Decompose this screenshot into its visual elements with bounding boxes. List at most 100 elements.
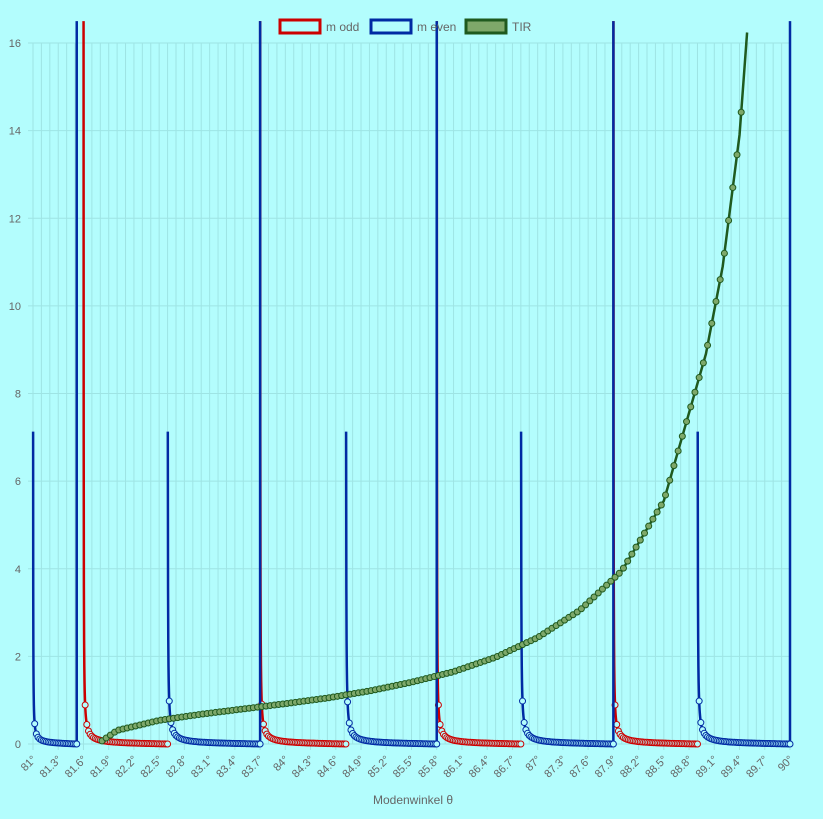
m-even-point bbox=[695, 697, 703, 705]
tir-point bbox=[725, 216, 733, 224]
x-tick-label: 83.7° bbox=[239, 754, 266, 781]
x-tick-label: 86.1° bbox=[441, 754, 468, 781]
legend-item-m-even[interactable]: m even bbox=[369, 18, 456, 35]
x-tick-label: 84.3° bbox=[290, 754, 317, 781]
tir-point bbox=[645, 522, 653, 530]
legend-label: TIR bbox=[512, 20, 532, 34]
tir-point bbox=[619, 564, 627, 572]
tir-point bbox=[640, 529, 648, 537]
m-even-point bbox=[256, 740, 264, 748]
m-odd-line bbox=[258, 21, 346, 746]
tir-point bbox=[716, 276, 724, 284]
tir-point bbox=[657, 501, 665, 509]
y-tick-label: 2 bbox=[15, 651, 21, 663]
tir-point bbox=[733, 151, 741, 159]
x-tick-label: 87.9° bbox=[593, 754, 620, 781]
m-even-point bbox=[73, 740, 81, 748]
legend-swatch bbox=[278, 18, 322, 35]
legend-label: m even bbox=[417, 20, 456, 34]
x-tick-label: 89.7° bbox=[744, 754, 771, 781]
x-tick-label: 81° bbox=[19, 754, 39, 774]
legend[interactable]: m odd m even TIR bbox=[278, 18, 532, 35]
legend-swatch bbox=[369, 18, 413, 35]
tir-point bbox=[615, 569, 623, 577]
x-tick-label: 82.5° bbox=[139, 754, 166, 781]
y-tick-label: 0 bbox=[15, 739, 21, 751]
m-even-line bbox=[344, 21, 438, 746]
x-tick-label: 82.8° bbox=[164, 754, 191, 781]
tir-point bbox=[653, 508, 661, 516]
legend-swatch bbox=[464, 18, 508, 35]
tir-point bbox=[594, 589, 602, 597]
y-tick-label: 4 bbox=[15, 564, 21, 576]
x-tick-label: 84° bbox=[271, 754, 291, 774]
tir-point bbox=[598, 585, 606, 593]
tir-point bbox=[678, 432, 686, 440]
tir-point bbox=[687, 403, 695, 411]
x-tick-label: 81.6° bbox=[63, 754, 90, 781]
m-even-point bbox=[344, 698, 352, 706]
x-axis-tick-labels: 81°81.3°81.6°81.9°82.2°82.5°82.8°83.1°83… bbox=[19, 754, 796, 781]
y-tick-label: 16 bbox=[9, 38, 21, 50]
tir-point bbox=[729, 184, 737, 192]
x-tick-label: 85.2° bbox=[366, 754, 393, 781]
x-tick-label: 83.4° bbox=[214, 754, 241, 781]
legend-item-m-odd[interactable]: m odd bbox=[278, 18, 359, 35]
series-lines bbox=[31, 21, 794, 748]
x-tick-label: 81.9° bbox=[88, 754, 115, 781]
x-tick-label: 86.7° bbox=[492, 754, 519, 781]
y-tick-label: 8 bbox=[15, 389, 21, 401]
x-tick-label: 84.9° bbox=[340, 754, 367, 781]
m-even-line bbox=[166, 21, 262, 746]
legend-label: m odd bbox=[326, 20, 359, 34]
m-odd-point bbox=[517, 740, 525, 748]
x-tick-label: 85.5° bbox=[391, 754, 418, 781]
m-even-point bbox=[786, 740, 794, 748]
tir-point bbox=[670, 462, 678, 470]
tir-point bbox=[695, 374, 703, 382]
legend-item-tir[interactable]: TIR bbox=[464, 18, 532, 35]
y-axis-tick-labels: 0 2 4 6 8 10 12 14 16 bbox=[9, 38, 21, 751]
y-tick-label: 10 bbox=[9, 301, 21, 313]
y-tick-label: 14 bbox=[9, 126, 21, 138]
x-tick-label: 88.5° bbox=[643, 754, 670, 781]
tir-point bbox=[674, 447, 682, 455]
x-tick-label: 85.8° bbox=[416, 754, 443, 781]
tir-point bbox=[712, 297, 720, 305]
x-tick-label: 88.2° bbox=[618, 754, 645, 781]
m-even-line bbox=[31, 21, 78, 746]
tir-point bbox=[720, 249, 728, 257]
tir-point bbox=[632, 543, 640, 551]
m-odd-point bbox=[83, 721, 91, 729]
x-tick-label: 81.3° bbox=[38, 754, 65, 781]
tir-point bbox=[699, 359, 707, 367]
m-odd-point bbox=[613, 721, 621, 729]
tir-point bbox=[611, 573, 619, 581]
tir-line bbox=[101, 32, 749, 742]
x-tick-label: 90° bbox=[776, 754, 796, 774]
tir-point bbox=[590, 593, 598, 601]
tir-point bbox=[704, 341, 712, 349]
tir-point bbox=[683, 418, 691, 426]
x-tick-label: 86.4° bbox=[467, 754, 494, 781]
x-tick-label: 88.8° bbox=[668, 754, 695, 781]
m-odd-point bbox=[164, 740, 172, 748]
x-tick-label: 87.6° bbox=[568, 754, 595, 781]
tir-point bbox=[649, 515, 657, 523]
tir-point bbox=[691, 388, 699, 396]
m-odd-point bbox=[342, 740, 350, 748]
m-odd-point bbox=[693, 740, 701, 748]
m-even-point bbox=[697, 719, 705, 727]
x-tick-label: 89.4° bbox=[719, 754, 746, 781]
m-even-point bbox=[609, 740, 617, 748]
m-even-point bbox=[520, 719, 528, 727]
m-even-point bbox=[345, 719, 353, 727]
tir-point bbox=[662, 491, 670, 499]
m-odd-point bbox=[436, 721, 444, 729]
tir-point bbox=[577, 605, 585, 613]
tir-point bbox=[624, 557, 632, 565]
tir-point bbox=[636, 536, 644, 544]
x-tick-label: 89.1° bbox=[694, 754, 721, 781]
